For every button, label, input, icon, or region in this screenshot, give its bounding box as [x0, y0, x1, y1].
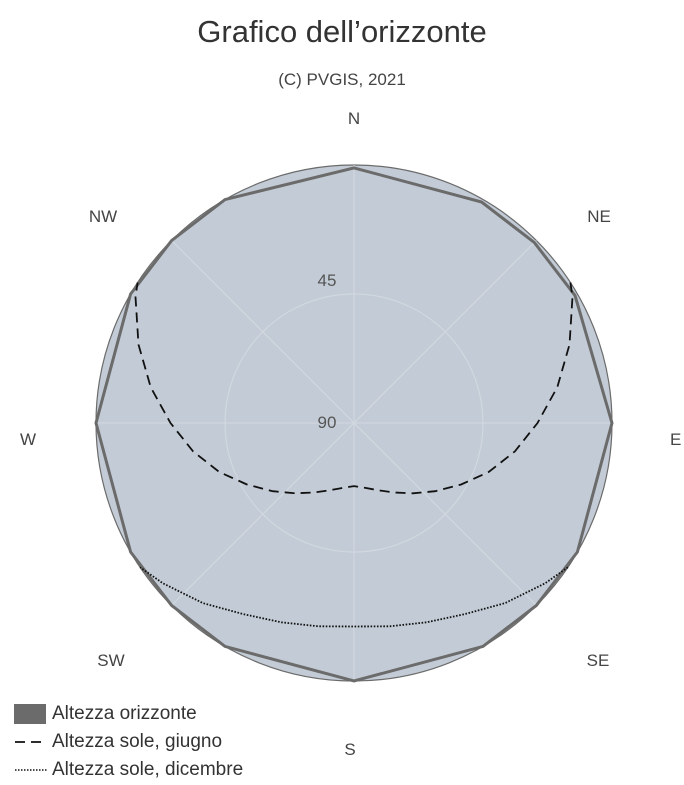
legend-item-june: Altezza sole, giugno	[14, 728, 243, 756]
series-horizon	[94, 166, 614, 683]
compass-label-s: S	[344, 740, 355, 759]
plot-area	[94, 164, 614, 683]
chart-subtitle: (C) PVGIS, 2021	[278, 70, 406, 89]
legend-label-horizon: Altezza orizzonte	[52, 703, 197, 724]
ring-label-90: 90	[318, 413, 337, 432]
ring-label-45: 45	[318, 271, 337, 290]
legend-label-june: Altezza sole, giugno	[52, 731, 223, 752]
compass-label-ne: NE	[587, 207, 611, 226]
legend-item-horizon: Altezza orizzonte	[14, 700, 243, 728]
compass-label-nw: NW	[89, 207, 117, 226]
legend-swatch-horizon	[14, 704, 46, 724]
legend-label-december: Altezza sole, dicembre	[52, 759, 244, 780]
legend-item-december: Altezza sole, dicembre	[14, 756, 243, 784]
legend-swatch-june	[15, 741, 47, 743]
legend-swatch-december	[15, 769, 47, 771]
compass-label-n: N	[348, 109, 360, 128]
series-june	[134, 282, 574, 495]
compass-label-w: W	[20, 430, 36, 449]
compass-label-sw: SW	[97, 651, 124, 670]
legend: Altezza orizzonte Altezza sole, giugno A…	[14, 700, 243, 784]
grid-ring-45	[224, 293, 484, 553]
compass-label-e: E	[670, 430, 681, 449]
chart-title: Grafico dell’orizzonte	[197, 14, 487, 49]
compass-label-se: SE	[587, 651, 610, 670]
